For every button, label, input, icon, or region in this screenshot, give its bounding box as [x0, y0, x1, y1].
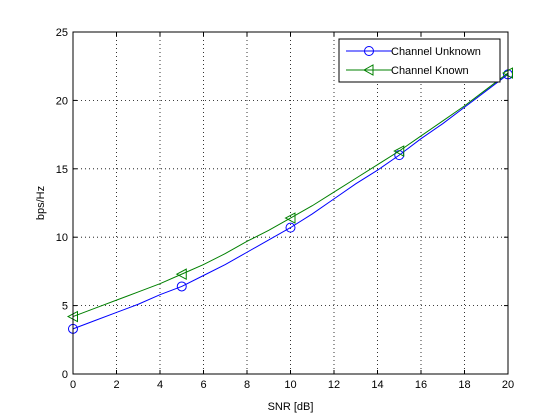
legend-label-channel-unknown: Channel Unknown [391, 46, 481, 58]
plot-area [73, 32, 508, 374]
data-point-channel-known [284, 212, 296, 224]
legend-box [338, 38, 501, 83]
x-tick-label: 14 [371, 379, 383, 391]
y-tick-label: 25 [56, 27, 68, 39]
x-tick-label: 6 [200, 379, 206, 391]
x-tick-label: 2 [113, 379, 119, 391]
y-tick-label: 15 [56, 164, 68, 176]
y-tick-label: 10 [56, 232, 68, 244]
series-line-channel-known [72, 72, 509, 318]
x-tick-label: 0 [70, 379, 76, 391]
x-tick-label: 20 [502, 379, 514, 391]
x-tick-label: 12 [328, 379, 340, 391]
data-point-channel-unknown [176, 281, 187, 292]
y-axis-label: bps/Hz [35, 186, 47, 220]
y-tick-label: 5 [62, 301, 68, 313]
data-point-channel-unknown [285, 222, 296, 233]
legend: Channel Unknown Channel Known [338, 38, 501, 83]
grid-lines [73, 32, 508, 374]
data-point-channel-known [175, 268, 187, 280]
x-tick-label: 4 [157, 379, 163, 391]
x-axis-label: SNR [dB] [268, 401, 314, 413]
series-line-channel-unknown [72, 74, 509, 330]
data-point-channel-known [393, 145, 405, 157]
legend-label-channel-known: Channel Known [391, 65, 469, 77]
x-tick-label: 16 [415, 379, 427, 391]
legend-marker-channel-known [362, 64, 374, 76]
y-tick-label: 0 [62, 369, 68, 381]
x-tick-label: 18 [458, 379, 470, 391]
y-tick-label: 20 [56, 95, 68, 107]
legend-marker-channel-unknown [364, 46, 374, 56]
x-tick-label: 8 [244, 379, 250, 391]
axis-ticks: 0 2 4 6 8 10 12 14 16 18 20 0 5 10 15 20 25 [56, 27, 514, 391]
x-tick-label: 10 [284, 379, 296, 391]
